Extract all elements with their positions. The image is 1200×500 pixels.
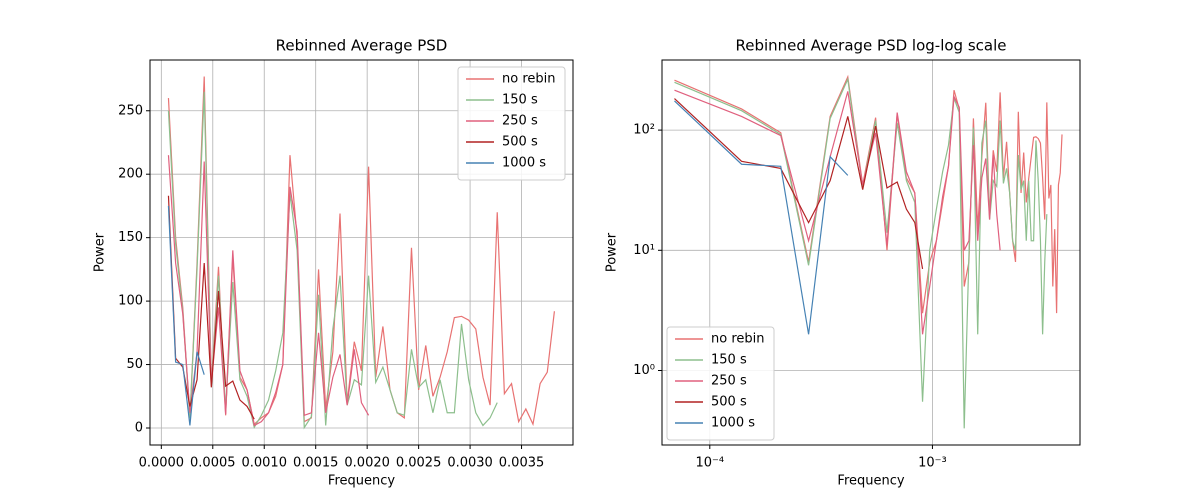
x-tick-label: 0.0005 <box>190 456 236 471</box>
legend-label: 500 s <box>502 135 538 150</box>
y-axis-label: Power <box>93 232 108 272</box>
series-line <box>674 89 1001 335</box>
series-line <box>674 77 1048 429</box>
x-tick-label: 0.0025 <box>396 456 442 471</box>
plot-frame <box>661 59 1081 446</box>
x-tick-label: 0.0030 <box>447 456 493 471</box>
y-tick-label: 150 <box>118 230 143 245</box>
x-axis-label: Frequency <box>837 474 904 489</box>
legend: no rebin 150 s 250 s 500 s 1000 s <box>457 66 566 181</box>
chart-title: Rebinned Average PSD log-log scale <box>735 37 1006 55</box>
subplot: 10⁻⁴ 10⁻³ 10⁰ 10¹ 10² Rebinned Average PSD lo… <box>605 37 1081 489</box>
legend-label: 150 s <box>502 93 538 108</box>
y-tick-label: 200 <box>118 167 143 182</box>
y-tick-label: 10⁰ <box>633 363 655 378</box>
x-axis-label: Frequency <box>328 474 395 489</box>
series-line <box>167 155 370 427</box>
x-tick-label: 0.0015 <box>293 456 339 471</box>
x-tick-label: 10⁻³ <box>918 456 947 471</box>
legend: no rebin 150 s 250 s 500 s 1000 s <box>666 326 775 441</box>
y-tick-label: 100 <box>118 294 143 309</box>
legend-label: 250 s <box>711 374 747 389</box>
y-axis-label: Power <box>605 232 620 272</box>
legend-label: 1000 s <box>711 416 755 431</box>
series-line <box>167 205 205 426</box>
legend-label: 500 s <box>711 395 747 410</box>
legend-label: no rebin <box>502 72 556 87</box>
legend-label: 250 s <box>502 114 538 129</box>
plot-frame <box>149 59 574 446</box>
legend-label: 1000 s <box>502 156 546 171</box>
y-tick-label: 0 <box>135 420 143 435</box>
y-tick-label: 10² <box>633 123 655 138</box>
legend-box <box>457 66 566 181</box>
legend-box <box>666 326 775 441</box>
series-line <box>674 100 849 335</box>
series-line <box>167 91 498 430</box>
x-tick-label: 10⁻⁴ <box>695 456 724 471</box>
y-tick-label: 10¹ <box>633 243 655 258</box>
y-tick-label: 50 <box>126 357 143 372</box>
y-tick-label: 250 <box>118 103 143 118</box>
subplot: 0.0000 0.0005 0.0010 0.0015 0.0020 0.0025 0.00… <box>93 37 574 489</box>
chart-title: Rebinned Average PSD <box>276 37 448 55</box>
legend-label: no rebin <box>711 332 765 347</box>
legend-label: 150 s <box>711 353 747 368</box>
x-tick-label: 0.0035 <box>499 456 545 471</box>
x-tick-label: 0.0010 <box>241 456 287 471</box>
x-tick-label: 0.0020 <box>344 456 390 471</box>
x-tick-label: 0.0000 <box>139 456 185 471</box>
